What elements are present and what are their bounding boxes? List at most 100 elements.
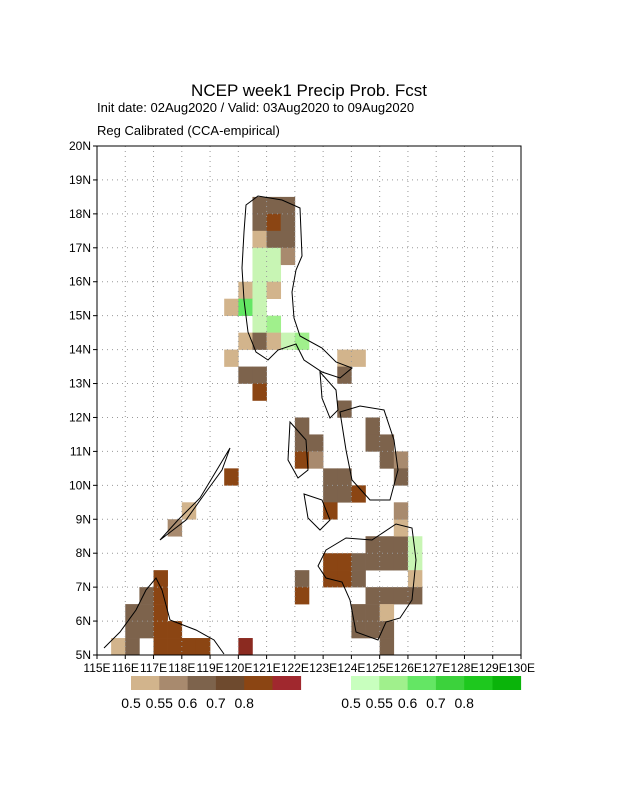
cell [365, 434, 380, 452]
y-tick-label: 6N [76, 614, 91, 628]
cell [407, 553, 423, 571]
cell [365, 553, 380, 571]
cell [139, 587, 154, 605]
cell [266, 315, 282, 333]
cell [379, 604, 395, 622]
cell [266, 213, 282, 232]
cell [167, 519, 183, 537]
cell [379, 587, 395, 605]
cell [351, 485, 366, 503]
cell [379, 451, 395, 469]
cell [337, 400, 352, 418]
cell [365, 587, 380, 605]
cell [323, 553, 338, 571]
legend-swatch [379, 676, 408, 690]
cell [393, 502, 409, 520]
legend-label: 0.55 [146, 695, 173, 711]
coastline [103, 195, 417, 655]
cell [407, 536, 423, 554]
y-tick-label: 11N [70, 444, 91, 458]
x-tick-label: 128E [450, 661, 478, 675]
subtitle: Init date: 02Aug2020 / Valid: 03Aug2020 … [97, 100, 414, 115]
cell [280, 196, 296, 215]
legend-swatch [187, 676, 217, 690]
cell [153, 587, 168, 605]
cell [238, 298, 253, 316]
y-tick-label: 17N [69, 241, 91, 255]
note: Reg Calibrated (CCA-empirical) [97, 123, 280, 138]
y-tick-label: 14N [69, 343, 91, 357]
cell [153, 604, 168, 622]
x-tick-label: 121E [253, 661, 281, 675]
title: NCEP week1 Precip Prob. Fcst [191, 81, 427, 100]
y-tick-label: 10N [69, 478, 91, 492]
cell [337, 485, 352, 503]
cell [280, 247, 296, 266]
cell [125, 621, 140, 639]
cell [280, 213, 296, 232]
cell [252, 315, 267, 333]
x-tick-label: 116E [112, 661, 139, 675]
cell [252, 213, 267, 232]
cell [252, 264, 267, 283]
y-tick-label: 19N [69, 173, 91, 187]
y-tick-label: 13N [69, 377, 91, 391]
legend-swatch [492, 676, 522, 690]
cell [224, 468, 239, 486]
cell [266, 196, 282, 215]
legend-label: 0.6 [398, 695, 418, 711]
cell [337, 349, 352, 367]
cell [181, 502, 197, 520]
legend-label: 0.7 [206, 695, 226, 711]
y-tick-label: 20N [69, 139, 91, 153]
cell [238, 638, 253, 656]
legend-swatch [244, 676, 273, 690]
cell [238, 366, 253, 384]
cell [294, 587, 310, 605]
cell [266, 230, 282, 249]
cell [153, 621, 168, 639]
cell [337, 553, 352, 571]
cell [407, 587, 423, 605]
cell [337, 468, 352, 486]
x-tick-label: 129E [479, 661, 507, 675]
x-tick-label: 120E [224, 661, 252, 675]
cell [379, 621, 395, 639]
cell [365, 604, 380, 622]
cell [407, 570, 423, 588]
cell [266, 281, 282, 299]
legend-swatch [407, 676, 437, 690]
cell [294, 451, 310, 469]
x-tick-label: 122E [281, 661, 309, 675]
cell [393, 587, 409, 605]
cell [238, 332, 253, 350]
cell [294, 434, 310, 452]
cell [337, 570, 352, 588]
x-tick-label: 125E [366, 661, 394, 675]
cell [238, 281, 253, 299]
x-tick-label: 118E [168, 661, 195, 675]
cell [167, 638, 183, 656]
cell [252, 230, 267, 249]
cell [351, 553, 366, 571]
cell [111, 638, 126, 656]
cell [351, 621, 366, 639]
y-tick-label: 9N [76, 512, 91, 526]
x-tick-label: 117E [140, 661, 167, 675]
cell [379, 434, 395, 452]
cell [125, 604, 140, 622]
y-tick-label: 16N [69, 275, 91, 289]
cell [224, 349, 239, 367]
legend-label: 0.8 [454, 695, 474, 711]
cell [139, 621, 154, 639]
cell [280, 332, 296, 350]
cell [181, 638, 197, 656]
cell [379, 638, 395, 656]
cell [252, 383, 267, 401]
legend-swatch [215, 676, 245, 690]
cell [323, 502, 338, 520]
cell [351, 570, 366, 588]
cell [224, 298, 239, 316]
cell [393, 553, 409, 571]
